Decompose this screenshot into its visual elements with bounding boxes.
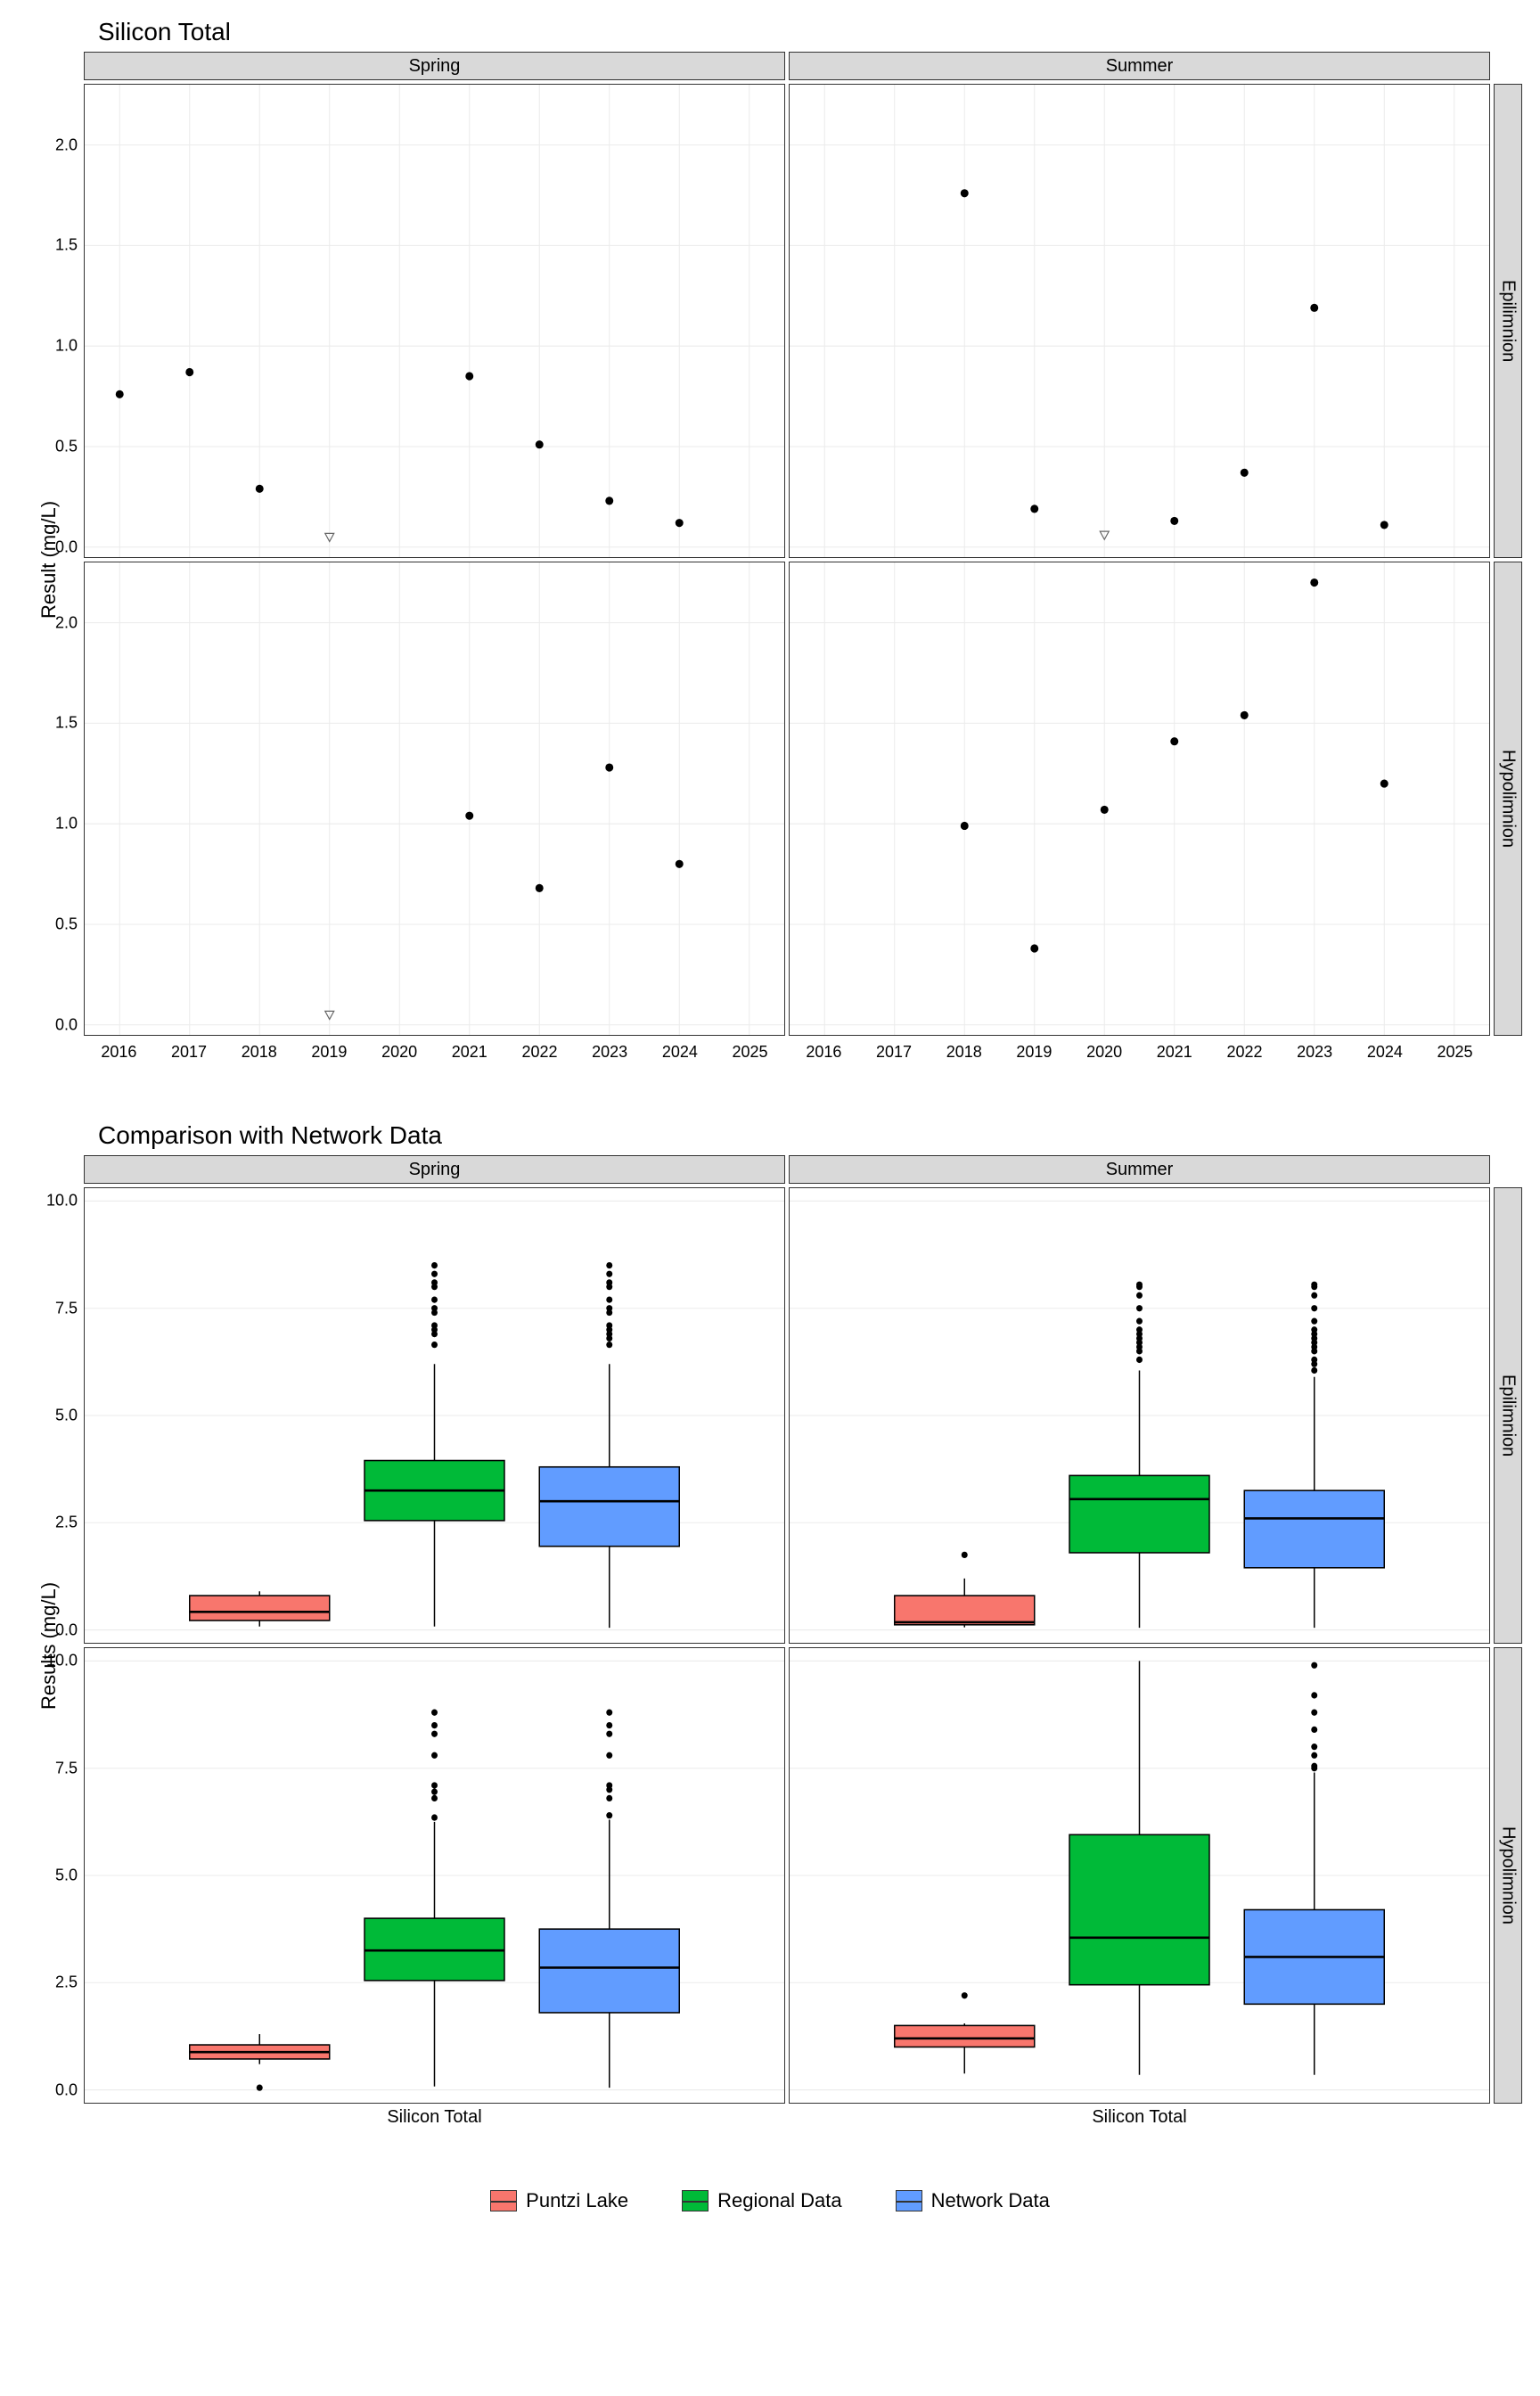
box-grid: Spring Summer Results (mg/L) 0.02.55.07.… (18, 1155, 1522, 2136)
scatter-panel-summer-hypo (789, 562, 1490, 1036)
box-col-spring: Spring (84, 1155, 785, 1184)
legend-item: Puntzi Lake (490, 2189, 628, 2212)
scatter-grid: Spring Summer Result (mg/L) 0.00.51.01.5… (18, 52, 1522, 1068)
scatter-section: Silicon Total Spring Summer Result (mg/L… (18, 18, 1522, 1068)
box-panel-spring-hypo: 0.02.55.07.510.0 (84, 1647, 785, 2104)
scatter-col-spring: Spring (84, 52, 785, 80)
scatter-xticks-right: 2016201720182019202020212022202320242025 (789, 1039, 1490, 1068)
box-row-hypo: Hypolimnion (1494, 1647, 1522, 2104)
legend-item: Network Data (896, 2189, 1050, 2212)
scatter-panel-summer-epi (789, 84, 1490, 558)
scatter-panel-spring-hypo: 0.00.51.01.52.0 (84, 562, 785, 1036)
scatter-xticks-left: 2016201720182019202020212022202320242025 (84, 1039, 785, 1068)
box-section: Comparison with Network Data Spring Summ… (18, 1121, 1522, 2136)
legend-item: Regional Data (682, 2189, 841, 2212)
scatter-row-hypo: Hypolimnion (1494, 562, 1522, 1036)
box-xlabel-right: Silicon Total (789, 2107, 1490, 2136)
box-panel-spring-epi: 0.02.55.07.510.0 (84, 1187, 785, 1644)
box-row-epi: Epilimnion (1494, 1187, 1522, 1644)
scatter-col-summer: Summer (789, 52, 1490, 80)
scatter-panel-spring-epi: 0.00.51.01.52.0 (84, 84, 785, 558)
scatter-row-epi: Epilimnion (1494, 84, 1522, 558)
box-panel-summer-epi (789, 1187, 1490, 1644)
box-title: Comparison with Network Data (98, 1121, 1522, 1150)
box-panel-summer-hypo (789, 1647, 1490, 2104)
box-col-summer: Summer (789, 1155, 1490, 1184)
box-xlabel-left: Silicon Total (84, 2107, 785, 2136)
scatter-title: Silicon Total (98, 18, 1522, 46)
legend: Puntzi Lake Regional Data Network Data (18, 2189, 1522, 2212)
